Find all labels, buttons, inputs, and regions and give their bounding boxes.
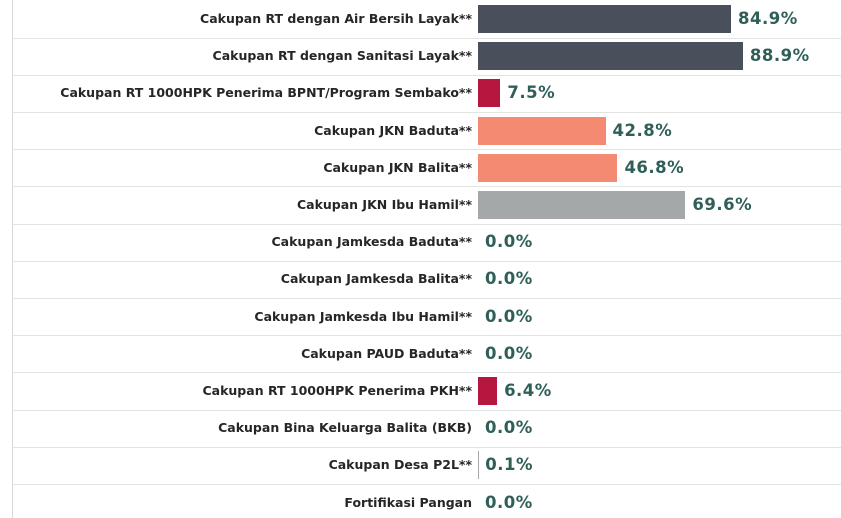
category-label: Cakupan JKN Balita** xyxy=(20,160,472,176)
value-label: 0.0% xyxy=(485,343,533,363)
category-text: Cakupan Jamkesda Ibu Hamil** xyxy=(254,308,472,324)
category-text: Cakupan JKN Ibu Hamil** xyxy=(296,197,472,212)
value-label: 0.0% xyxy=(485,418,533,438)
bar xyxy=(478,42,743,71)
category-label: Cakupan JKN Baduta** xyxy=(20,123,472,139)
bar xyxy=(478,191,686,219)
value-label: 84.9% xyxy=(738,9,798,28)
category-text: Cakupan Jamkesda Baduta** xyxy=(271,234,473,250)
value-label: 46.8% xyxy=(624,157,685,177)
bar xyxy=(478,79,501,108)
value-label: 7.5% xyxy=(507,83,556,103)
category-label: Cakupan RT 1000HPK Penerima PKH** xyxy=(20,383,472,399)
row-separator xyxy=(12,112,841,113)
bar xyxy=(478,377,498,405)
row-separator xyxy=(12,409,841,411)
bar xyxy=(478,153,618,182)
category-label: Fortifikasi Pangan xyxy=(20,495,472,511)
value-label: 0.0% xyxy=(485,492,533,512)
value-label: 0.0% xyxy=(485,269,533,289)
category-text: Cakupan Jamkesda Balita** xyxy=(280,271,472,287)
frame xyxy=(12,0,13,518)
row-separator xyxy=(12,484,841,485)
value-label: 6.4% xyxy=(504,381,552,400)
row-separator xyxy=(12,372,841,374)
row-separator xyxy=(12,335,841,337)
category-label: Cakupan PAUD Baduta** xyxy=(20,346,472,362)
value-label: 69.6% xyxy=(692,195,753,214)
category-label: Cakupan Jamkesda Ibu Hamil** xyxy=(20,309,472,325)
row-separator xyxy=(12,298,841,299)
category-label: Cakupan RT dengan Air Bersih Layak** xyxy=(20,11,472,27)
value-label: 0.0% xyxy=(485,232,533,252)
row-separator xyxy=(12,149,841,151)
value-label: 0.0% xyxy=(485,306,533,326)
category-text: Cakupan Desa P2L** xyxy=(328,457,472,473)
bar xyxy=(478,5,731,33)
category-label: Cakupan Jamkesda Balita** xyxy=(20,271,472,287)
bar xyxy=(478,116,606,145)
value-label: 88.9% xyxy=(749,46,810,66)
category-label: Cakupan RT dengan Sanitasi Layak** xyxy=(20,48,472,64)
row-separator xyxy=(12,260,841,262)
category-label: Cakupan Bina Keluarga Balita (BKB) xyxy=(20,420,472,436)
row-separator xyxy=(12,37,841,39)
value-label: 42.8% xyxy=(612,120,673,140)
category-text: Cakupan RT 1000HPK Penerima PKH** xyxy=(202,383,472,398)
row-separator xyxy=(12,74,841,76)
row-separator xyxy=(12,446,841,448)
row-separator xyxy=(12,186,841,188)
category-text: Fortifikasi Pangan xyxy=(344,494,472,510)
category-text: Cakupan RT dengan Sanitasi Layak** xyxy=(212,48,472,64)
row-separator xyxy=(12,223,841,225)
category-text: Cakupan RT 1000HPK Penerima BPNT/Program… xyxy=(60,85,472,101)
category-text: Cakupan JKN Balita** xyxy=(323,159,472,175)
category-text: Cakupan PAUD Baduta** xyxy=(301,345,472,361)
category-label: Cakupan Jamkesda Baduta** xyxy=(20,234,473,250)
value-label: 0.1% xyxy=(485,455,534,475)
category-text: Cakupan JKN Baduta** xyxy=(314,122,472,138)
category-text: Cakupan Bina Keluarga Balita (BKB) xyxy=(218,420,472,436)
category-text: Cakupan RT dengan Air Bersih Layak** xyxy=(200,11,472,26)
category-label: Cakupan Desa P2L** xyxy=(20,457,472,473)
category-label: Cakupan JKN Ibu Hamil** xyxy=(20,197,472,213)
category-label: Cakupan RT 1000HPK Penerima BPNT/Program… xyxy=(20,85,472,101)
